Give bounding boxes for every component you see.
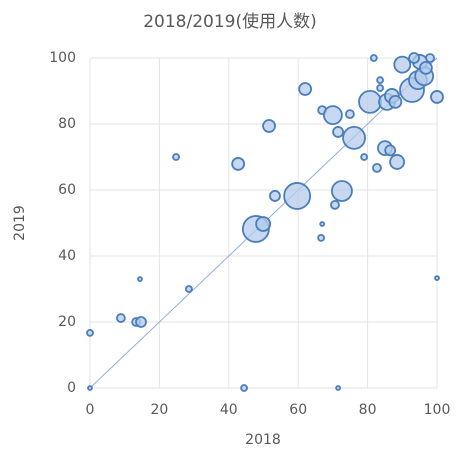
y-tick-label: 40 [58, 248, 76, 264]
bubble [317, 233, 326, 242]
bubble [372, 162, 382, 173]
bubble [184, 285, 193, 293]
bubble [332, 126, 345, 138]
x-axis-title: 2018 [245, 432, 281, 448]
bubble [86, 328, 94, 337]
bubble [358, 89, 382, 114]
bubble [342, 125, 366, 150]
bubble [319, 221, 326, 227]
bubble [418, 61, 433, 75]
x-tick-label: 60 [289, 402, 307, 418]
bubble [115, 313, 126, 323]
x-tick-label: 40 [220, 402, 238, 418]
y-tick-label: 100 [49, 50, 76, 66]
x-tick-label: 0 [86, 402, 95, 418]
bubble [384, 144, 397, 157]
y-axis-title: 2019 [12, 205, 28, 241]
bubble [376, 76, 384, 85]
bubble [87, 385, 93, 391]
bubble [430, 90, 444, 104]
bubble [389, 154, 405, 170]
bubble [231, 157, 246, 171]
x-tick-label: 80 [359, 402, 377, 418]
bubble [262, 119, 276, 133]
bubble [269, 190, 281, 202]
bubble [172, 153, 180, 161]
y-tick-label: 0 [67, 380, 76, 396]
bubble [345, 109, 355, 119]
x-tick-label: 100 [424, 402, 451, 418]
bubble [393, 55, 412, 74]
bubble [408, 52, 420, 64]
bubble [335, 385, 342, 391]
x-tick-label: 20 [150, 402, 168, 418]
y-tick-label: 80 [58, 116, 76, 132]
bubble [330, 199, 340, 210]
bubble [322, 105, 343, 125]
bubble [425, 53, 435, 63]
bubble [135, 316, 147, 328]
bubble [388, 94, 403, 109]
bubble [434, 275, 440, 282]
bubble [255, 216, 272, 232]
bubble [240, 384, 248, 392]
y-tick-label: 60 [58, 182, 76, 198]
bubble [283, 182, 312, 210]
y-tick-label: 20 [58, 314, 76, 330]
bubble [360, 153, 369, 161]
bubble [369, 54, 378, 62]
bubble [331, 180, 353, 202]
bubble [137, 276, 143, 283]
bubble [298, 82, 313, 96]
bubble [376, 84, 384, 92]
chart-title: 2018/2019(使用人数) [143, 11, 317, 32]
